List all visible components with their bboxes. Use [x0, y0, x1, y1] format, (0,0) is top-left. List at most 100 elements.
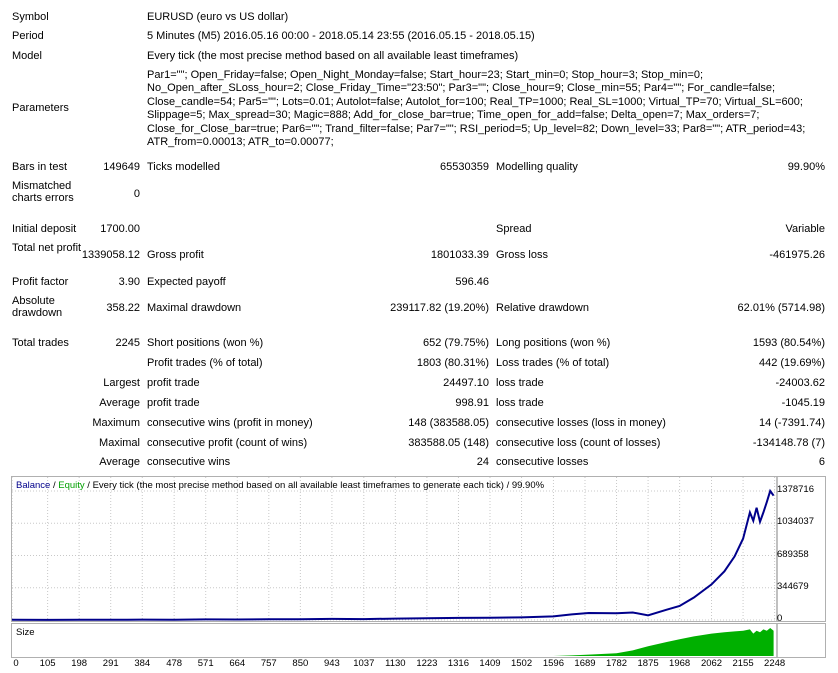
model-label: Model [12, 50, 42, 62]
x-tick-label: 478 [166, 658, 183, 669]
parameters-label: Parameters [12, 102, 69, 114]
model-value: Every tick (the most precise method base… [147, 50, 519, 62]
x-tick-label: 1316 [447, 658, 470, 669]
rel-drawdown-value: 62.01% (5714.98) [737, 302, 825, 314]
parameters-line: ATR_from=0.00013; ATR_to=0.00077; [147, 136, 334, 149]
x-tick-label: 664 [229, 658, 246, 669]
gross-loss-label: Gross loss [496, 249, 548, 261]
mismatch-row: Mismatched charts errors 0 [0, 180, 838, 208]
net-profit-value: 1339058.12 [81, 249, 140, 261]
x-tick-label: 0 [13, 658, 19, 669]
parameters-line: Par1=""; Open_Friday=false; Open_Night_M… [147, 69, 704, 81]
y-tick-label: 689358 [777, 548, 809, 560]
quality-value: 99.90% [787, 161, 825, 173]
payoff-value: 596.46 [455, 276, 489, 288]
largest-label: Largest [103, 377, 140, 389]
profit-factor-value: 3.90 [118, 276, 140, 288]
long-value: 1593 (80.54%) [752, 337, 825, 349]
parameters-line: No_Open_after_SLoss_hour=2; Close_Friday… [147, 82, 776, 95]
average-profit-label: profit trade [147, 397, 200, 409]
chart-title: Balance / Equity / Every tick (the most … [16, 480, 544, 491]
bars-value: 149649 [103, 161, 140, 173]
cons-wins-value: 24 [476, 456, 489, 468]
bars-row: Bars in test 149649 Ticks modelled 65530… [0, 160, 838, 178]
cons-loss-count-value: -134148.78 (7) [752, 437, 825, 449]
largest-profit-label: profit trade [147, 377, 200, 389]
x-tick-label: 1689 [574, 658, 596, 669]
symbol-row: Symbol EURUSD (euro vs US dollar) [0, 10, 838, 28]
y-tick-label: 0 [777, 613, 783, 624]
max-drawdown-value: 239117.82 (19.20%) [390, 302, 489, 314]
x-tick-label: 1130 [385, 658, 406, 669]
gross-profit-label: Gross profit [147, 249, 204, 261]
chart-title-equity: Equity [58, 480, 85, 491]
parameters-line: Close_for_Close_bar=true; Par6=""; Trand… [147, 122, 806, 135]
deposit-value: 1700.00 [100, 223, 140, 235]
symbol-label: Symbol [12, 11, 49, 23]
balance-chart-svg [12, 477, 778, 621]
x-tick-label: 1502 [510, 658, 533, 669]
period-value: 5 Minutes (M5) 2016.05.16 00:00 - 2018.0… [147, 30, 535, 42]
trades-row: Total trades 2245 Short positions (won %… [0, 336, 838, 354]
drawdown-row: Absolute drawdown 358.22 Maximal drawdow… [0, 295, 838, 323]
ticks-value: 65530359 [440, 161, 489, 173]
size-chart: Size [11, 623, 826, 658]
maximum-row: Maximum consecutive wins (profit in mone… [0, 416, 838, 434]
profit-factor-row: Profit factor 3.90 Expected payoff 596.4… [0, 275, 838, 293]
ticks-label: Ticks modelled [147, 161, 220, 173]
cons-wins-money-label: consecutive wins (profit in money) [147, 417, 313, 429]
gross-profit-value: 1801033.39 [430, 249, 489, 261]
net-profit-label: Total net profit [12, 242, 82, 254]
x-tick-label: 1223 [416, 658, 438, 669]
average-label: Average [99, 397, 140, 409]
chart-title-rest: / Every tick (the most precise method ba… [84, 480, 545, 491]
x-tick-label: 1409 [479, 658, 501, 669]
cons-loss-count-label: consecutive loss (count of losses) [496, 437, 661, 449]
abs-drawdown-value: 358.22 [106, 302, 140, 314]
profit-trades-row: Profit trades (% of total) 1803 (80.31%)… [0, 356, 838, 374]
model-row: Model Every tick (the most precise metho… [0, 49, 838, 67]
largest-loss-value: -24003.62 [775, 377, 825, 389]
x-tick-label: 291 [102, 658, 119, 669]
cons-wins-label: consecutive wins [147, 456, 231, 468]
x-tick-label: 2248 [764, 658, 786, 669]
mismatch-value: 0 [133, 188, 140, 200]
quality-label: Modelling quality [496, 161, 578, 173]
average2-row: Average consecutive wins 24 consecutive … [0, 455, 838, 473]
rel-drawdown-label: Relative drawdown [496, 302, 589, 314]
size-chart-svg [12, 624, 778, 657]
loss-trades-label: Loss trades (% of total) [496, 357, 610, 369]
chart-title-balance: Balance [16, 480, 51, 491]
period-label: Period [12, 30, 44, 42]
largest-loss-label: loss trade [496, 377, 544, 389]
cons-profit-count-value: 383588.05 (148) [408, 437, 489, 449]
x-tick-label: 1596 [542, 658, 564, 669]
parameters-line: Slippage=5; Max_spread=30; Magic=888; Ad… [147, 109, 760, 122]
x-tick-label: 571 [197, 658, 214, 669]
x-tick-label: 1875 [637, 658, 659, 669]
short-label: Short positions (won %) [147, 337, 264, 349]
x-tick-label: 1037 [353, 658, 375, 669]
largest-row: Largest profit trade 24497.10 loss trade… [0, 376, 838, 394]
x-tick-label: 384 [134, 658, 151, 669]
profit-trades-label: Profit trades (% of total) [147, 357, 263, 369]
profit-factor-label: Profit factor [12, 276, 69, 288]
y-tick-label: 344679 [777, 580, 809, 592]
balance-chart: Balance / Equity / Every tick (the most … [11, 476, 826, 622]
size-label: Size [16, 627, 35, 638]
trades-label: Total trades [12, 337, 69, 349]
symbol-value: EURUSD (euro vs US dollar) [147, 11, 289, 23]
cons-losses-value: 6 [818, 456, 825, 468]
cons-losses-money-value: 14 (-7391.74) [758, 417, 825, 429]
x-tick-label: 850 [292, 658, 309, 669]
maximal-label: Maximal [99, 437, 140, 449]
net-profit-row: Total net profit 1339058.12 Gross profit… [0, 242, 838, 270]
average-profit-value: 998.91 [455, 397, 489, 409]
abs-drawdown-label: Absolute drawdown [12, 295, 63, 319]
maximal-row: Maximal consecutive profit (count of win… [0, 436, 838, 454]
x-tick-label: 943 [323, 658, 340, 669]
chart-title-sep: / [50, 480, 59, 491]
x-tick-label: 1782 [605, 658, 628, 669]
payoff-label: Expected payoff [147, 276, 226, 288]
average-loss-value: -1045.19 [781, 397, 825, 409]
